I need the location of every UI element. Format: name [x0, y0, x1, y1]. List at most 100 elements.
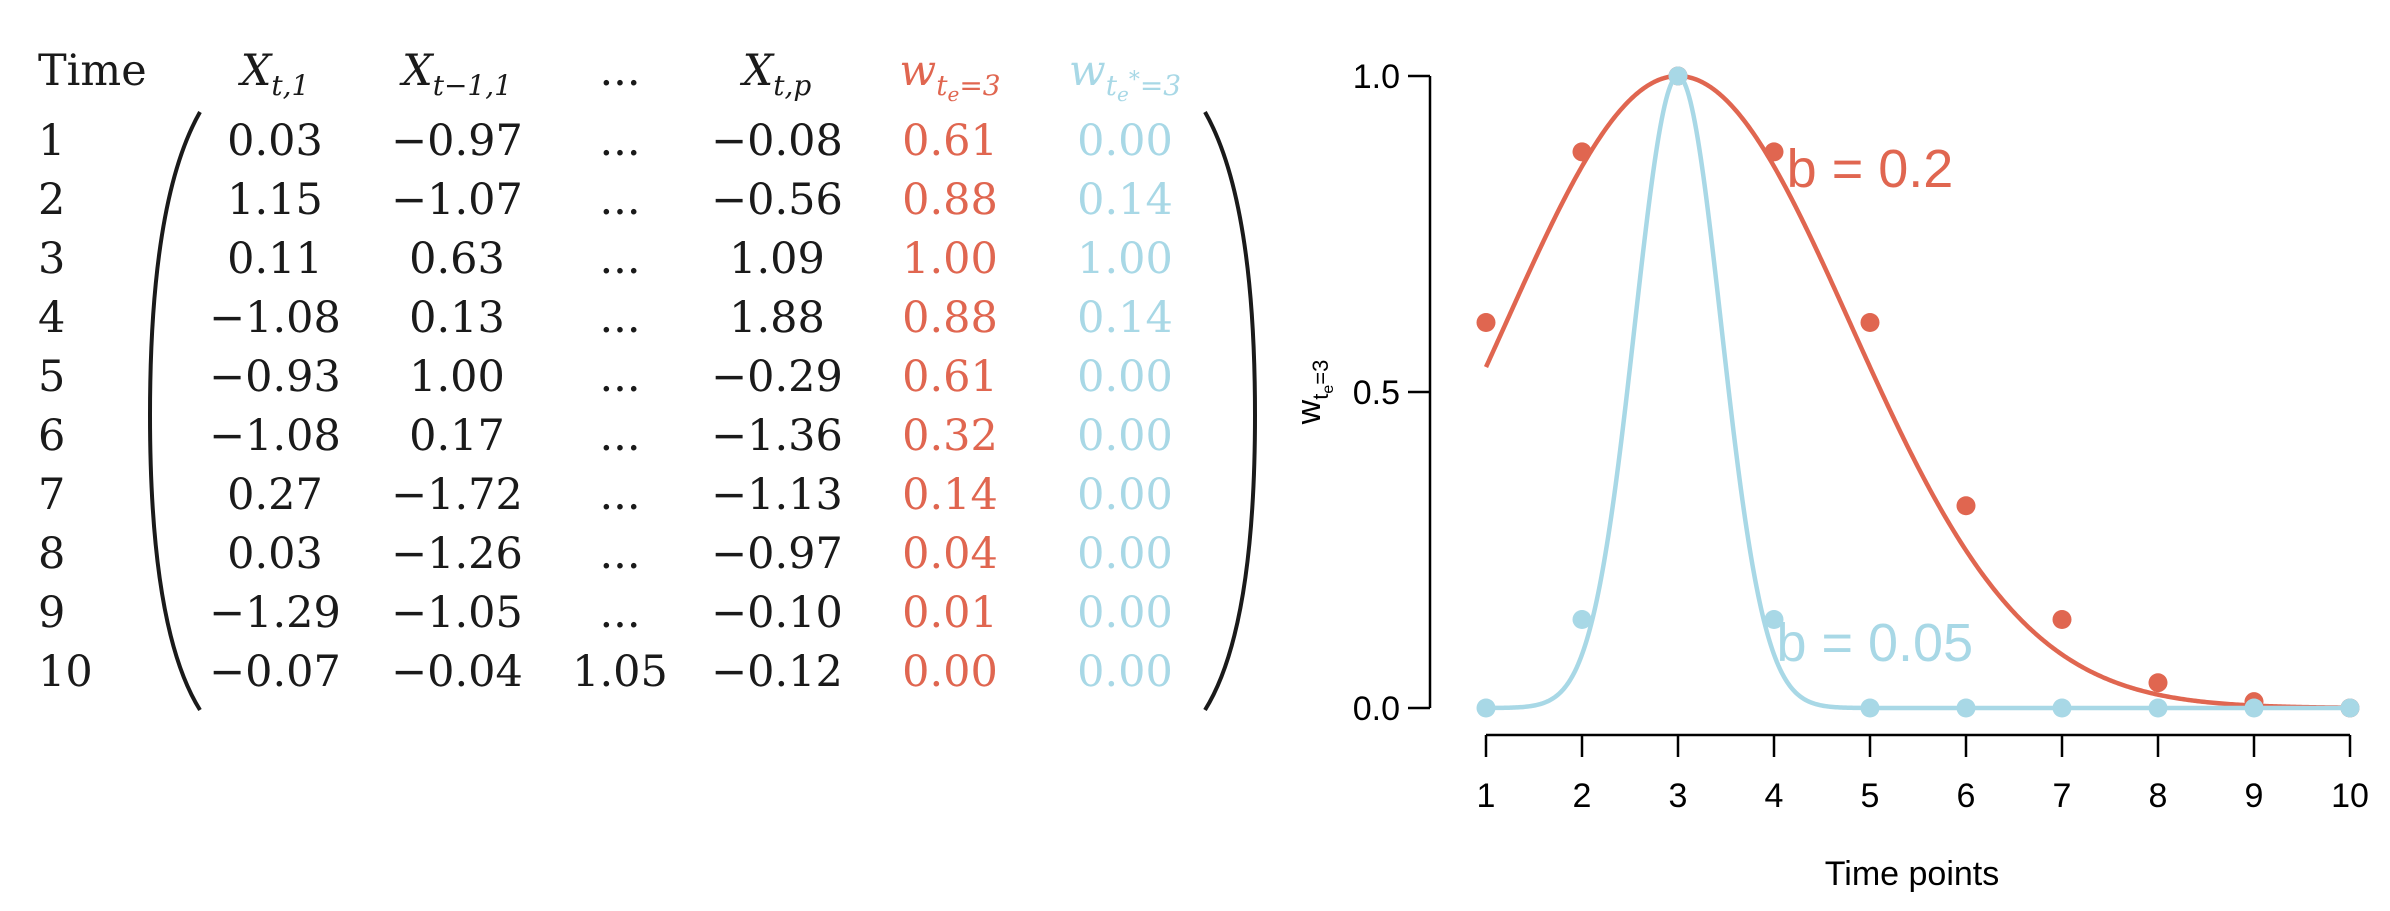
x-t1-cell: 0.03 [227, 116, 323, 166]
x-tick-label: 4 [1765, 777, 1784, 815]
data-matrix-panel: Time Xt,1 Xt−1,1... Xt,p wte=3 wte*=3 1 0.03 −0.… [38, 46, 1258, 712]
data-point [2052, 698, 2072, 718]
header-time: Time [38, 46, 147, 96]
weight-b005-cell: 0.00 [1077, 411, 1173, 461]
weight-b005-cell: 0.14 [1077, 175, 1173, 225]
y-tick-label: 1.0 [1353, 58, 1400, 96]
data-point [1476, 312, 1496, 332]
data-point [2052, 610, 2072, 630]
x-t1-cell: 0.27 [227, 470, 323, 520]
weight-b005-cell: 0.00 [1077, 470, 1173, 520]
data-point [1956, 496, 1976, 516]
x-tp-cell: 1.09 [729, 234, 825, 284]
ellipsis-cell: ... [599, 293, 641, 343]
data-point [1860, 698, 1880, 718]
weight-chart: 0.0 0.5 1.0 1 2 3 4 5 6 7 8 9 10 Time points wte=3 b = … [1290, 58, 2369, 893]
ellipsis-cell: ... [599, 588, 641, 638]
data-point [2340, 698, 2360, 718]
ellipsis-cell: ... [599, 411, 641, 461]
x-tp-cell: −0.97 [711, 529, 843, 579]
x-tick-label: 2 [1573, 777, 1592, 815]
x-t1-cell: 0.11 [227, 234, 323, 284]
time-cell: 9 [38, 588, 66, 638]
x-t1-cell: −1.29 [209, 588, 341, 638]
right-parenthesis [1203, 111, 1258, 712]
ellipsis-cell: ... [599, 529, 641, 579]
matrix-brackets [147, 111, 1258, 712]
data-point [1764, 142, 1784, 162]
x-tp-cell: −1.36 [711, 411, 843, 461]
ellipsis-cell: ... [599, 352, 641, 402]
weight-b005-cell: 0.00 [1077, 529, 1173, 579]
weight-b005-cell: 1.00 [1077, 234, 1173, 284]
series-label: b = 0.05 [1776, 613, 1973, 673]
x-tp-cell: −0.56 [711, 175, 843, 225]
x-tp-cell: −0.29 [711, 352, 843, 402]
left-parenthesis [147, 111, 202, 712]
x-t1-cell: 1.15 [227, 175, 323, 225]
x-tp-cell: −0.10 [711, 588, 843, 638]
x-tminus1-cell: 0.13 [409, 293, 505, 343]
ellipsis-cell: ... [599, 234, 641, 284]
series-label: b = 0.2 [1787, 139, 1954, 199]
ellipsis-cell: ... [599, 470, 641, 520]
data-point [2148, 698, 2168, 718]
x-tminus1-cell: 0.17 [409, 411, 505, 461]
x-tp-cell: −0.12 [711, 647, 843, 697]
weight-b005-cell: 0.00 [1077, 588, 1173, 638]
x-tminus1-cell: −0.04 [391, 647, 523, 697]
x-tminus1-cell: −1.72 [391, 470, 523, 520]
weight-b02-cell: 0.01 [902, 588, 998, 638]
data-point [1572, 610, 1592, 630]
weight-b005-cell: 0.14 [1077, 293, 1173, 343]
weight-b02-cell: 0.14 [902, 470, 998, 520]
data-point [1764, 610, 1784, 630]
x-tick-label: 5 [1861, 777, 1880, 815]
x-t1-cell: −1.08 [209, 411, 341, 461]
x-tick-label: 8 [2149, 777, 2168, 815]
x-tminus1-cell: −1.07 [391, 175, 523, 225]
x-tp-cell: 1.88 [729, 293, 825, 343]
weight-b02-cell: 0.61 [902, 116, 998, 166]
x-tick-label: 3 [1669, 777, 1688, 815]
time-cell: 8 [38, 529, 66, 579]
ellipsis-cell: 1.05 [572, 647, 668, 697]
header-x-t1: Xt,1 [240, 46, 310, 102]
data-point [1956, 698, 1976, 718]
weight-b02-cell: 0.32 [902, 411, 998, 461]
header-ellipsis: ... [599, 46, 641, 96]
ellipsis-cell: ... [599, 116, 641, 166]
x-t1-cell: 0.03 [227, 529, 323, 579]
x-axis-label: Time points [1825, 855, 1999, 893]
time-cell: 3 [38, 234, 66, 284]
time-cell: 6 [38, 411, 66, 461]
weight-b005-cell: 0.00 [1077, 352, 1173, 402]
weight-b005-cell: 0.00 [1077, 647, 1173, 697]
ellipsis-cell: ... [599, 175, 641, 225]
y-tick-label: 0.0 [1353, 690, 1400, 728]
data-point [1668, 66, 1688, 86]
series-line-b02 [1483, 73, 2351, 710]
time-cell: 2 [38, 175, 66, 225]
data-point [2244, 698, 2264, 718]
x-t1-cell: −0.93 [209, 352, 341, 402]
x-tick-label: 1 [1477, 777, 1496, 815]
weight-b02-cell: 0.61 [902, 352, 998, 402]
x-tick-label: 9 [2245, 777, 2264, 815]
header-x-tminus1: Xt−1,1 [402, 46, 512, 102]
data-point [1572, 142, 1592, 162]
x-tick-label: 7 [2053, 777, 2072, 815]
x-t1-cell: −1.08 [209, 293, 341, 343]
x-t1-cell: −0.07 [209, 647, 341, 697]
time-cell: 10 [38, 647, 93, 697]
y-axis-label: wte=3 [1290, 360, 1337, 426]
header-w-b005: wte*=3 [1068, 46, 1182, 106]
x-tminus1-cell: −1.26 [391, 529, 523, 579]
x-tminus1-cell: 0.63 [409, 234, 505, 284]
weight-b02-cell: 1.00 [902, 234, 998, 284]
data-point [1860, 312, 1880, 332]
y-tick-label: 0.5 [1353, 374, 1400, 412]
series-line-b005 [1485, 73, 2350, 711]
header-w-b02: wte=3 [899, 46, 1001, 106]
x-tick-label: 6 [1957, 777, 1976, 815]
